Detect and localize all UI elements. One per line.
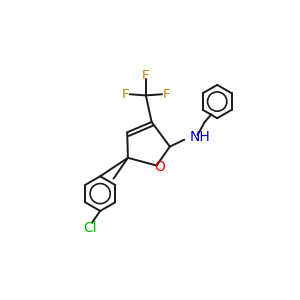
Text: F: F	[162, 88, 170, 101]
Text: F: F	[122, 88, 129, 101]
Text: Cl: Cl	[83, 220, 97, 235]
Text: NH: NH	[190, 130, 210, 144]
Text: O: O	[154, 160, 165, 174]
Text: F: F	[142, 69, 150, 82]
